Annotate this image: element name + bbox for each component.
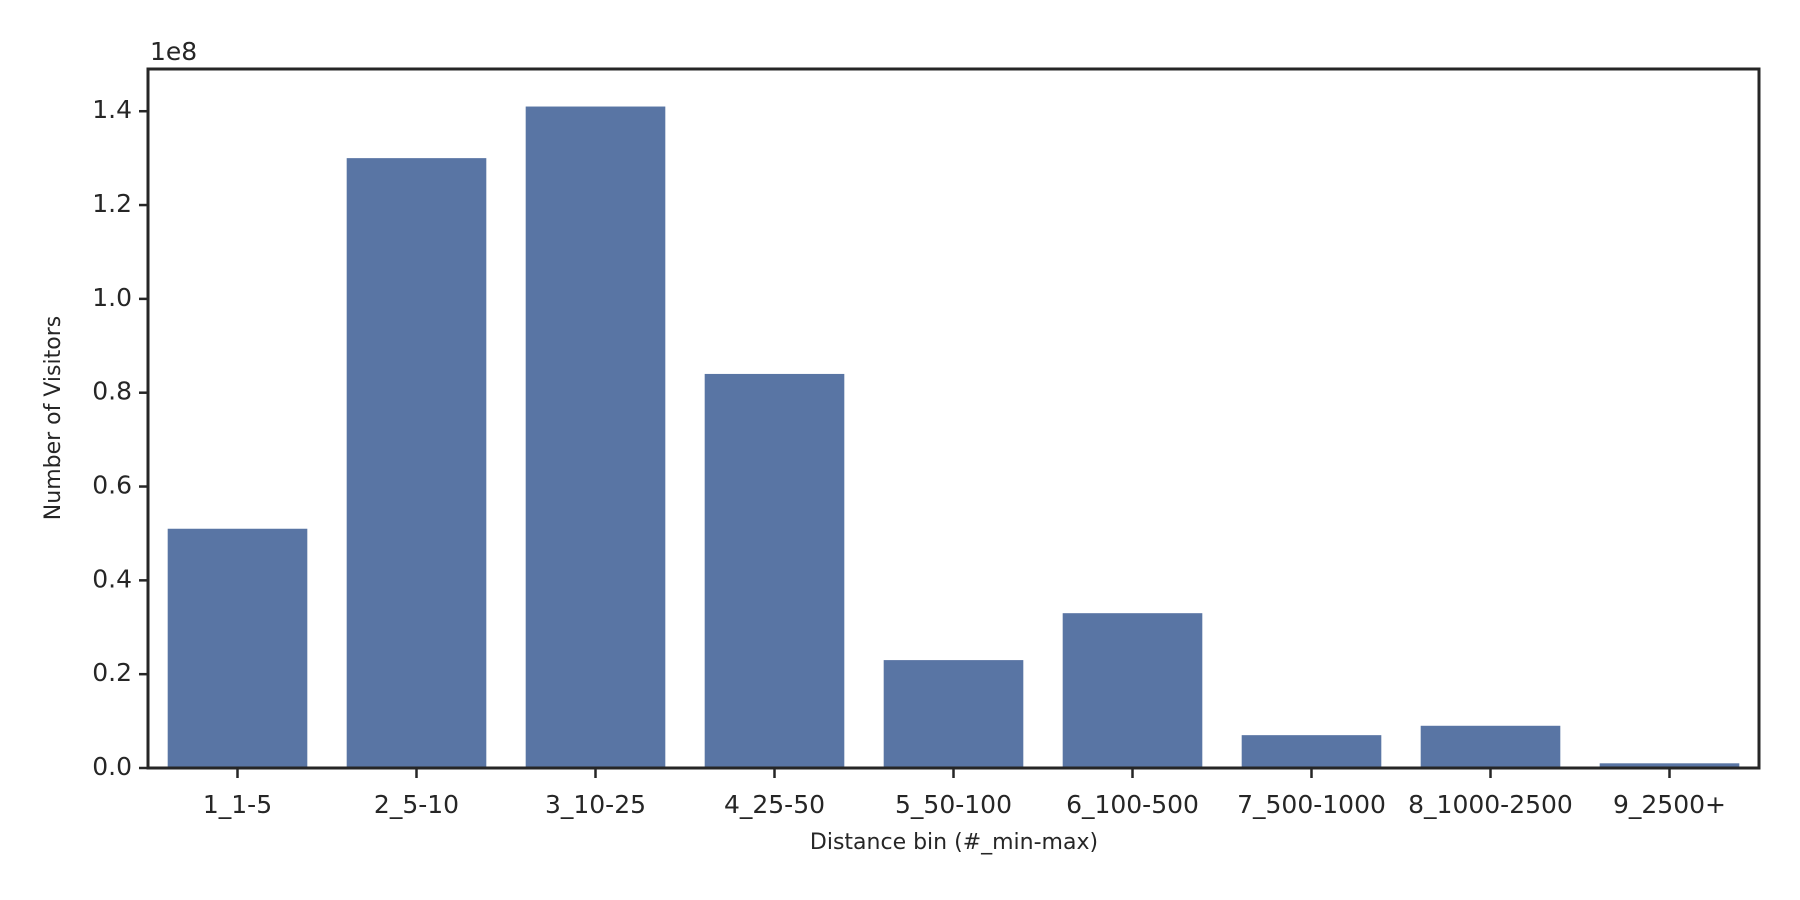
y-tick-label: 1.2	[92, 189, 132, 218]
x-tick-label: 7_500-1000	[1237, 790, 1386, 819]
bar	[704, 373, 845, 768]
bar	[1599, 763, 1740, 768]
x-tick-label: 1_1-5	[203, 790, 272, 819]
y-tick-label: 0.4	[92, 564, 132, 593]
y-tick-label: 0.2	[92, 658, 132, 687]
x-tick-label: 6_100-500	[1066, 790, 1199, 819]
x-tick-label: 4_25-50	[724, 790, 825, 819]
plot-frame	[146, 67, 1761, 770]
x-tick-label: 8_1000-2500	[1408, 790, 1573, 819]
x-tick-label: 5_50-100	[895, 790, 1012, 819]
bar	[1062, 613, 1203, 768]
y-tick-label: 0.8	[92, 377, 132, 406]
bar	[525, 106, 666, 768]
y-tick-label: 0.0	[92, 752, 132, 781]
y-tick-label: 1.4	[92, 95, 132, 124]
x-tick-label: 9_2500+	[1613, 790, 1726, 819]
x-axis-label: Distance bin (#_min-max)	[810, 830, 1098, 855]
bar	[1420, 725, 1561, 768]
bar	[883, 660, 1024, 768]
bar	[167, 528, 308, 768]
x-tick-label: 2_5-10	[374, 790, 459, 819]
bar	[1241, 735, 1382, 768]
y-axis-label: Number of Visitors	[41, 316, 66, 520]
x-tick-label: 3_10-25	[545, 790, 646, 819]
y-tick-label: 0.6	[92, 471, 132, 500]
bar	[346, 158, 487, 769]
y-tick-label: 1.0	[92, 283, 132, 312]
y-offset-label: 1e8	[150, 37, 197, 66]
